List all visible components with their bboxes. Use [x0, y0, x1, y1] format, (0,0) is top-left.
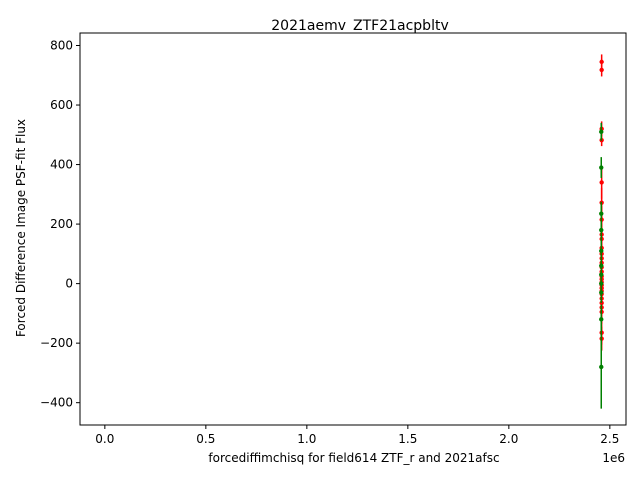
data-point: [599, 263, 604, 268]
data-series-1: [599, 122, 604, 409]
data-point: [599, 317, 604, 322]
x-tick-label: 2.0: [499, 432, 518, 446]
x-tick-label: 0.0: [95, 432, 114, 446]
data-point: [599, 67, 604, 73]
x-axis-offset-label: 1e6: [602, 451, 625, 465]
y-tick-label: 400: [50, 158, 73, 172]
data-point: [599, 165, 604, 170]
y-tick-label: −400: [40, 396, 73, 410]
x-axis-ticks: 0.0 0.5 1.0 1.5 2.0 2.5: [95, 425, 619, 446]
y-tick-label: 800: [50, 39, 73, 53]
data-point: [599, 211, 604, 216]
data-point: [599, 129, 604, 135]
y-axis-label: Forced Difference Image PSF-fit Flux: [14, 119, 28, 337]
y-tick-label: 200: [50, 217, 73, 231]
y-tick-label: 600: [50, 98, 73, 112]
x-tick-label: 1.5: [398, 432, 417, 446]
y-tick-label: 0: [65, 277, 73, 291]
data-point: [599, 272, 604, 277]
chart-title: 2021aemv_ZTF21acpbltv: [271, 18, 448, 34]
x-tick-label: 0.5: [196, 432, 215, 446]
data-point: [599, 180, 604, 185]
x-tick-label: 2.5: [600, 432, 619, 446]
data-marks: [599, 54, 604, 409]
y-axis-ticks: −400 −200 0 200 400 600 800: [40, 39, 80, 410]
data-point: [599, 227, 604, 233]
data-point: [599, 290, 604, 295]
data-point: [599, 364, 604, 370]
data-point: [599, 248, 604, 254]
x-tick-label: 1.0: [297, 432, 316, 446]
data-point: [599, 59, 604, 65]
plot-area-frame: [79, 32, 627, 426]
x-axis-label: forcediffimchisq for field614 ZTF_r and …: [208, 451, 499, 465]
y-tick-label: −200: [40, 336, 73, 350]
data-point: [599, 281, 604, 286]
